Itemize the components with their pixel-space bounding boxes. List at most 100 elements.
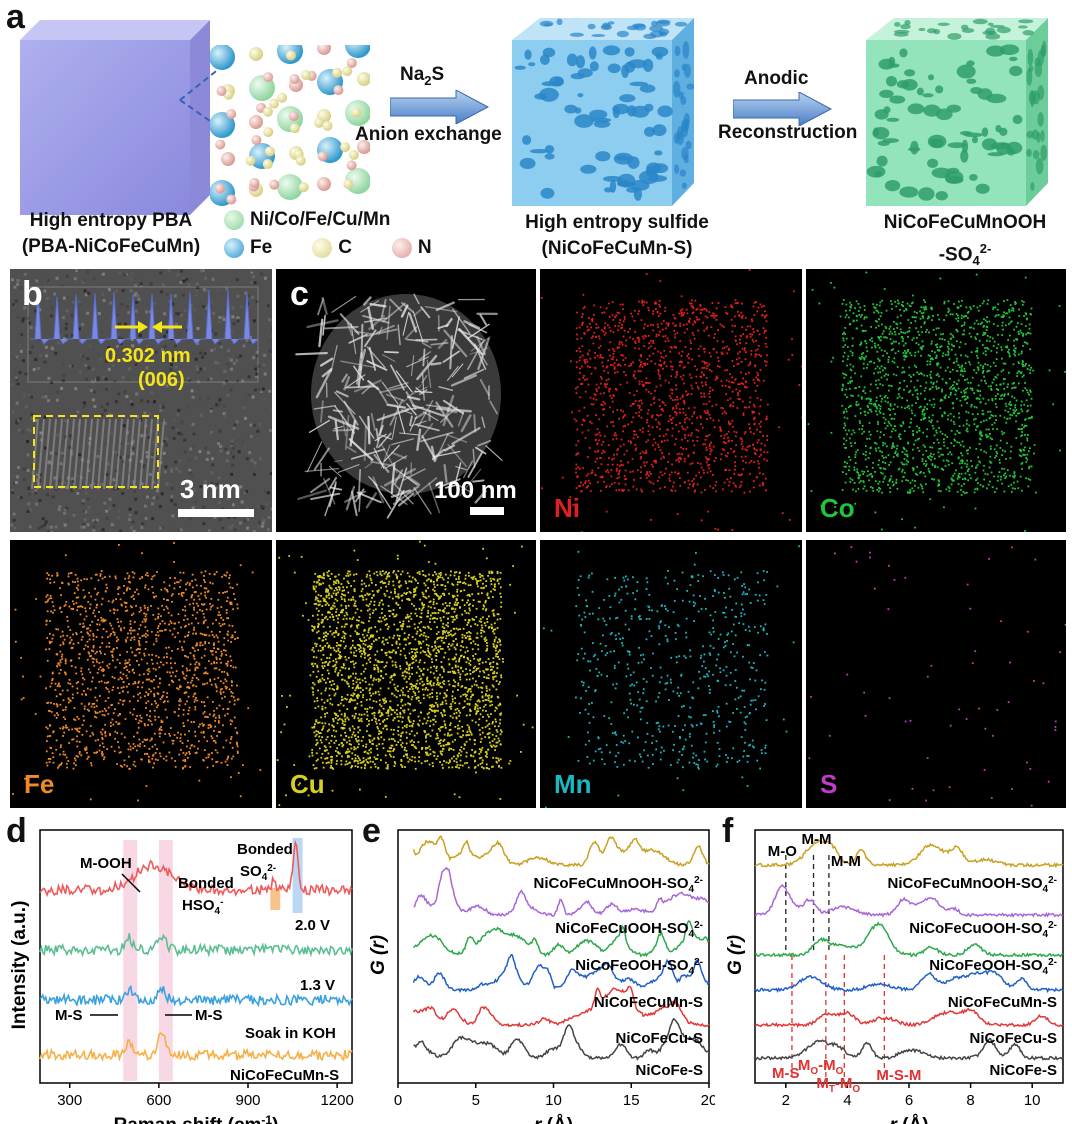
ref-label: MT-MO bbox=[816, 1075, 860, 1095]
atom bbox=[216, 86, 227, 97]
ref-label: M-S bbox=[772, 1065, 800, 1082]
atom bbox=[314, 117, 325, 128]
series-label: NiCoFe-S bbox=[636, 1062, 704, 1079]
atom bbox=[249, 177, 260, 188]
panel-b-label: b bbox=[22, 275, 43, 313]
highlight-band bbox=[158, 840, 173, 1081]
atom bbox=[249, 47, 263, 61]
plot-frame bbox=[39, 829, 353, 1084]
atom bbox=[332, 67, 343, 78]
series-line bbox=[39, 984, 353, 1008]
series-label: NiCoFeOOH-SO42- bbox=[929, 957, 1057, 977]
atom bbox=[245, 155, 256, 166]
pba-lattice-structure bbox=[210, 45, 370, 206]
legend-dot-icon bbox=[312, 238, 333, 258]
series-label: NiCoFeCuMn-S bbox=[230, 1067, 339, 1084]
annotation: M-OOH bbox=[80, 855, 132, 872]
series-line bbox=[754, 921, 1064, 958]
series-label: Soak in KOH bbox=[245, 1025, 336, 1042]
lattice-spacing: 0.302 nm bbox=[105, 345, 191, 367]
series-line bbox=[39, 933, 353, 958]
series-line bbox=[413, 1017, 710, 1061]
x-axis-label: r (Å) bbox=[889, 1115, 928, 1124]
step2-process: Reconstruction bbox=[718, 122, 858, 143]
x-tick-label: 6 bbox=[905, 1092, 913, 1109]
pba-caption: High entropy PBA (PBA-NiCoFeCuMn) bbox=[21, 210, 201, 257]
element-label: S bbox=[820, 769, 838, 799]
atom bbox=[221, 152, 235, 166]
atom bbox=[288, 111, 299, 122]
step1-reagent: Na2S bbox=[400, 64, 445, 88]
atom bbox=[345, 45, 370, 58]
series-label: 2.0 V bbox=[295, 917, 330, 934]
x-tick-label: 5 bbox=[472, 1092, 480, 1109]
ref-label: MO-MO bbox=[798, 1057, 844, 1077]
step1-process: Anion exchange bbox=[355, 124, 502, 145]
atom bbox=[317, 45, 331, 55]
series-label: NiCoFeOOH-SO42- bbox=[575, 957, 703, 977]
panel-e-label: e bbox=[362, 812, 381, 850]
x-tick-label: 10 bbox=[1024, 1092, 1041, 1109]
annotation: M-S bbox=[55, 1007, 83, 1024]
atom bbox=[226, 108, 237, 119]
highlight-band bbox=[292, 838, 303, 913]
atom bbox=[317, 177, 331, 191]
ref-label: M-M bbox=[802, 831, 832, 848]
element-label: Cu bbox=[290, 769, 325, 799]
highlight-band bbox=[123, 840, 138, 1081]
atom bbox=[277, 92, 288, 103]
eds-map-mn: Mn bbox=[540, 540, 802, 808]
series-label: NiCoFeCuMnOOH-SO42- bbox=[534, 875, 703, 895]
atom bbox=[333, 85, 344, 96]
atom bbox=[210, 45, 235, 70]
atom bbox=[277, 174, 303, 200]
annotation: Bonded bbox=[178, 875, 234, 892]
series-line bbox=[754, 1007, 1064, 1028]
atom bbox=[343, 179, 354, 190]
x-axis-label: r (Å) bbox=[534, 1115, 573, 1124]
step2-top: Anodic bbox=[744, 68, 809, 89]
panel-c-label: c bbox=[290, 275, 309, 313]
y-axis-label: G (r) bbox=[368, 935, 389, 975]
annotation: M-S bbox=[195, 1007, 223, 1024]
element-label: Fe bbox=[24, 769, 55, 799]
x-tick-label: 1200 bbox=[320, 1092, 353, 1109]
sulfide-cube bbox=[512, 18, 694, 206]
series-line bbox=[754, 1037, 1064, 1061]
element-label: Ni bbox=[554, 493, 580, 523]
atom bbox=[340, 142, 351, 153]
atom bbox=[346, 160, 357, 171]
annotation: HSO4- bbox=[182, 897, 223, 917]
series-line bbox=[413, 866, 709, 917]
atom bbox=[289, 123, 300, 134]
series-label: 1.3 V bbox=[300, 977, 335, 994]
eds-map-cu: Cu bbox=[276, 540, 536, 808]
series-label: NiCoFeCuMn-S bbox=[594, 994, 703, 1011]
x-tick-label: 4 bbox=[843, 1092, 851, 1109]
oxy-caption: NiCoFeCuMnOOH -SO42- bbox=[883, 212, 1047, 269]
series-line bbox=[754, 969, 1064, 994]
atom bbox=[348, 149, 359, 160]
x-axis-label: Raman shift (cm-1) bbox=[114, 1113, 279, 1124]
x-tick-label: 900 bbox=[235, 1092, 260, 1109]
x-tick-label: 0 bbox=[394, 1092, 402, 1109]
atom bbox=[346, 57, 357, 68]
atom bbox=[262, 106, 273, 117]
atom bbox=[268, 98, 279, 109]
atom bbox=[251, 135, 262, 146]
series-line bbox=[412, 835, 710, 868]
y-axis-label: Intensity (a.u.) bbox=[9, 901, 30, 1030]
eds-map-ni: Ni bbox=[540, 269, 802, 532]
atom bbox=[300, 69, 311, 80]
atom bbox=[285, 50, 296, 61]
legend-label: N bbox=[417, 237, 432, 258]
x-tick-label: 300 bbox=[57, 1092, 82, 1109]
atom bbox=[295, 155, 306, 166]
atom bbox=[298, 182, 309, 193]
legend-dot-icon bbox=[224, 238, 244, 258]
atom bbox=[249, 115, 263, 129]
atom bbox=[322, 120, 333, 131]
atom bbox=[357, 72, 370, 86]
x-tick-label: 600 bbox=[146, 1092, 171, 1109]
series-line bbox=[39, 1032, 353, 1063]
